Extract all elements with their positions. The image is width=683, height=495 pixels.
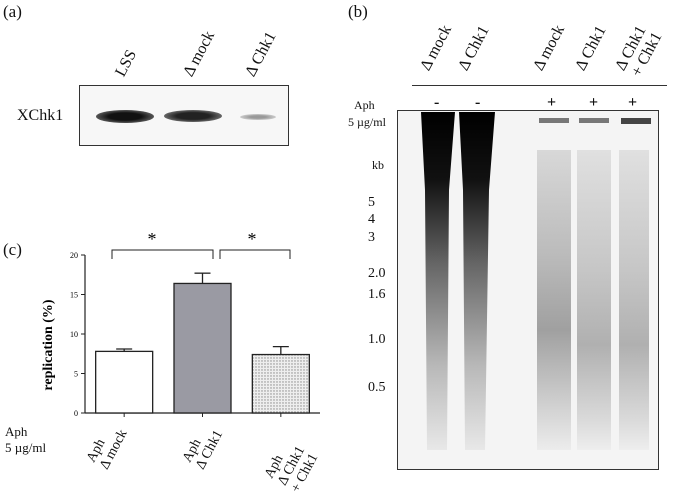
bar-1 xyxy=(95,350,154,414)
gel-kb-label: kb xyxy=(372,158,384,172)
bar-label-3: Aph Δ Chk1 + Chk1 xyxy=(262,437,321,495)
band-mock xyxy=(164,110,222,122)
chart-conc-label: 5 µg/ml xyxy=(5,440,47,455)
significance-star-1: * xyxy=(148,229,157,249)
gel-lane-label-1: Δ mock xyxy=(417,22,456,74)
gel-lane-3 xyxy=(537,150,571,450)
y-tick-label: 0 xyxy=(74,409,78,418)
gel-marker-5: 5 xyxy=(368,195,375,210)
significance-star-2: * xyxy=(248,229,257,249)
y-tick-label: 10 xyxy=(70,330,78,339)
band-chk1 xyxy=(240,114,276,120)
row-label-xchk1: XChk1 xyxy=(17,107,64,124)
gel-lane-label-3: Δ mock xyxy=(530,22,569,74)
gel-well-5 xyxy=(621,118,651,124)
gel-lane-4 xyxy=(577,150,611,450)
panel-a-label: (a) xyxy=(3,2,22,21)
significance-bracket-1 xyxy=(111,249,214,259)
gel-marker-2-0: 2.0 xyxy=(368,266,386,281)
gel-lane-label-4: Δ Chk1 xyxy=(572,23,610,74)
bar-2 xyxy=(173,282,232,414)
gel-marker-1-6: 1.6 xyxy=(368,287,386,302)
gel-marker-4: 4 xyxy=(368,212,375,227)
significance-bracket-2 xyxy=(219,249,291,259)
gel-marker-0-5: 0.5 xyxy=(368,380,386,395)
y-tick-label: 20 xyxy=(70,251,78,260)
gel-lane-2 xyxy=(459,112,495,450)
replication-bar-chart: replication (%) 0 5 10 15 20 * * xyxy=(41,229,320,418)
gel-well-3 xyxy=(539,118,569,123)
gel-aph-sign-1: - xyxy=(434,94,440,111)
y-tick-label: 15 xyxy=(70,291,78,300)
lane-label-chk1: Δ Chk1 xyxy=(242,29,280,80)
gel-aph-sign-2: - xyxy=(475,94,481,111)
gel-well-4 xyxy=(579,118,609,123)
lane-label-mock: Δ mock xyxy=(180,28,219,80)
gel-conc-label: 5 µg/ml xyxy=(348,115,386,129)
gel-aph-sign-3: + xyxy=(547,94,557,111)
gel-lane-5 xyxy=(619,150,649,450)
western-blot xyxy=(79,85,289,146)
y-axis-label: replication (%) xyxy=(41,299,56,390)
gel-lane-label-2: Δ Chk1 xyxy=(455,23,493,74)
band-lss xyxy=(96,110,154,123)
panel-b-label: (b) xyxy=(348,2,368,21)
gel-aph-sign-5: + xyxy=(628,94,638,111)
bar-3 xyxy=(251,353,310,414)
chart-aph-label: Aph xyxy=(5,424,28,439)
gel-marker-3: 3 xyxy=(368,230,375,245)
gel-header-line xyxy=(412,85,667,86)
gel-lane-1 xyxy=(421,112,455,450)
y-tick-label: 5 xyxy=(74,370,78,379)
gel-aph-sign-4: + xyxy=(589,94,599,111)
gel-aph-label: Aph xyxy=(354,98,375,112)
gel-marker-1-0: 1.0 xyxy=(368,332,386,347)
lane-label-lss: LSS xyxy=(112,47,141,80)
gel-image xyxy=(397,110,659,470)
panel-c-label: (c) xyxy=(3,240,22,259)
